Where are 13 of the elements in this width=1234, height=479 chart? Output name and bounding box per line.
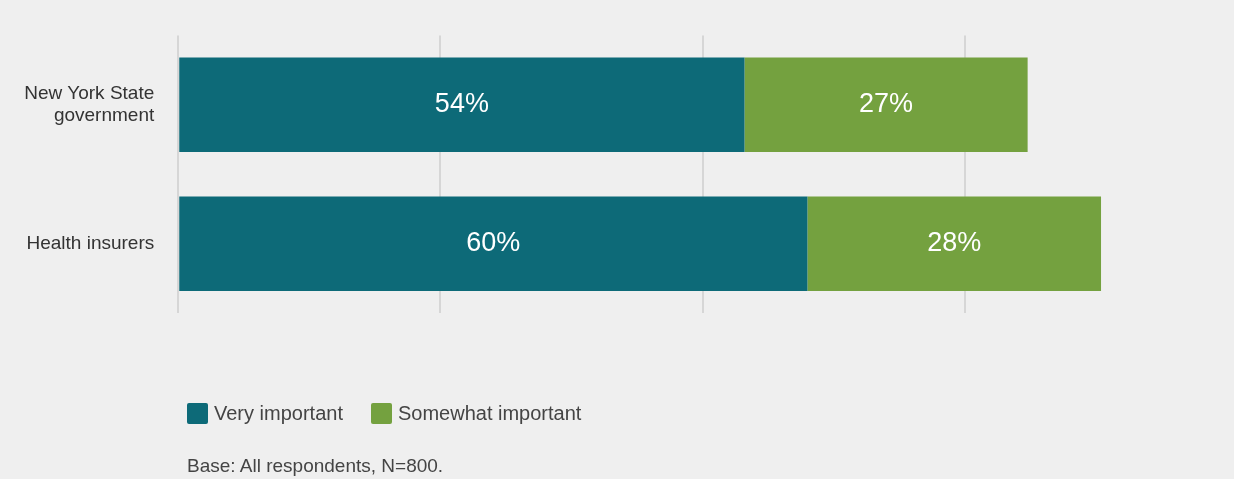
data-label: 54% [434,88,489,119]
y-tick-label: Health insurers [26,231,155,253]
legend-label: Somewhat important [397,402,582,425]
text: Base: All respondents, N=800. [187,455,444,477]
legend-label: Very important [214,402,343,425]
bar [179,196,808,291]
y-tick-label: New York State government [24,81,155,126]
data-label: 27% [859,88,914,119]
data-label: 28% [927,227,982,258]
data-label: 60% [466,227,521,258]
bar [744,57,1028,153]
bar [179,57,745,153]
bar [807,196,1102,291]
